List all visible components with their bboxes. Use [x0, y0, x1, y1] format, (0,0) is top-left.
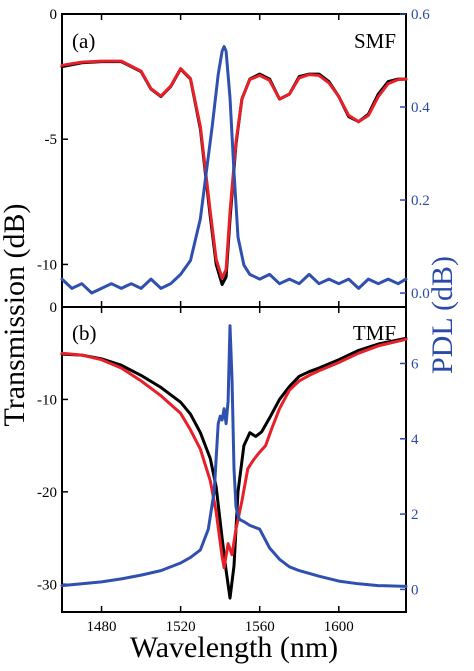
y2-tick-label: 6: [411, 356, 419, 372]
panel-a-label: (a): [72, 29, 95, 53]
panel-b-transmission-red-line: [60, 337, 408, 570]
x-tick-label: 1560: [245, 619, 275, 635]
panel-a-series: [60, 45, 408, 295]
y2-tick-label: 0.2: [411, 193, 430, 209]
panel-a-y2-ticks: 0.0 0.2 0.4 0.6: [400, 7, 430, 302]
panel-b-tmf: 1480 1520 1560 1600 0 -10 -20 -30 0 2 4 6 (b) TMF: [37, 300, 419, 635]
panel-b-fiber-label: TMF: [353, 321, 396, 345]
panel-b-y2-ticks: 0 2 4 6: [400, 356, 419, 598]
panel-a-transmission-red-line: [60, 59, 408, 280]
x-tick-label: 1520: [166, 619, 196, 635]
y2-tick-label: 0.0: [411, 286, 430, 302]
y-tick-label: -30: [37, 577, 57, 593]
y2-tick-label: 0: [411, 582, 419, 598]
panel-a-pdl-line: [60, 45, 408, 295]
y-tick-label: -10: [37, 257, 57, 273]
panel-b-pdl-line: [60, 324, 408, 588]
y-tick-label: -10: [37, 392, 57, 408]
y2-tick-label: 2: [411, 507, 419, 523]
y-tick-label: -5: [45, 132, 58, 148]
panel-a-smf: 0 -5 -10 0.0 0.2 0.4 0.6 (a) SMF: [37, 7, 430, 308]
y-axis-title-right: PDL (dB): [426, 256, 459, 374]
panel-b-frame: [61, 306, 407, 613]
y2-tick-label: 4: [411, 432, 419, 448]
panel-b-label: (b): [72, 321, 97, 345]
panel-a-y-ticks: 0 -5 -10: [37, 7, 68, 273]
panel-b-x-ticks: 1480 1520 1560 1600: [87, 307, 354, 635]
y-tick-label: 0: [50, 300, 58, 316]
y2-tick-label: 0.4: [411, 100, 430, 116]
panel-b-series: [60, 324, 408, 600]
panel-b-y-ticks: 0 -10 -20 -30: [37, 300, 68, 593]
x-axis-title: Wavelength (nm): [130, 631, 338, 664]
panel-a-fiber-label: SMF: [354, 29, 396, 53]
x-tick-label: 1480: [87, 619, 117, 635]
y-tick-label: 0: [50, 7, 58, 23]
y-tick-label: -20: [37, 485, 57, 501]
y2-tick-label: 0.6: [411, 7, 430, 23]
y-axis-title-left: Transmission (dB): [0, 203, 31, 426]
x-tick-label: 1600: [324, 619, 354, 635]
